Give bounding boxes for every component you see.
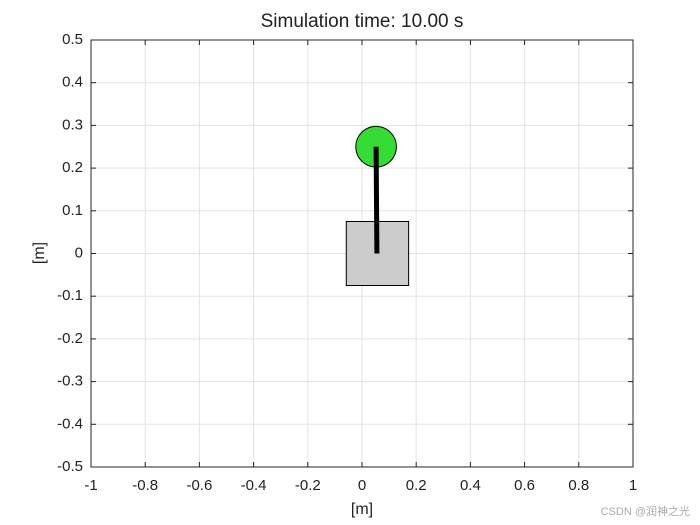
x-tick-label: -0.4 <box>241 477 267 494</box>
y-tick-label: 0.5 <box>62 31 83 48</box>
y-tick-label: -0.5 <box>57 458 83 475</box>
y-tick-label: 0 <box>75 244 83 261</box>
x-axis-label: [m] <box>351 501 373 518</box>
x-tick-label: -0.8 <box>132 477 158 494</box>
pole <box>373 146 380 254</box>
y-tick-label: 0.1 <box>62 202 83 219</box>
x-tick-label: -0.6 <box>186 477 212 494</box>
watermark: CSDN @润神之光 <box>601 504 690 518</box>
axes-box <box>90 39 634 468</box>
y-tick-label: -0.4 <box>57 415 83 432</box>
y-axis-label: [m] <box>31 242 48 264</box>
chart-title: Simulation time: 10.00 s <box>261 11 464 32</box>
x-tick-label: -1 <box>84 477 97 494</box>
x-tick-label: 1 <box>629 477 637 494</box>
y-tick-label: 0.4 <box>62 74 83 91</box>
y-tick-label: -0.1 <box>57 287 83 304</box>
y-tick-label: 0.3 <box>62 116 83 133</box>
x-tick-label: 0.8 <box>568 477 589 494</box>
x-tick-label: -0.2 <box>295 477 321 494</box>
y-tick-label: -0.2 <box>57 330 83 347</box>
x-tick-label: 0.2 <box>406 477 427 494</box>
x-tick-label: 0.4 <box>460 477 481 494</box>
x-tick-label: 0.6 <box>514 477 535 494</box>
x-tick-label: 0 <box>358 477 366 494</box>
y-tick-label: 0.2 <box>62 159 83 176</box>
y-tick-label: -0.3 <box>57 373 83 390</box>
